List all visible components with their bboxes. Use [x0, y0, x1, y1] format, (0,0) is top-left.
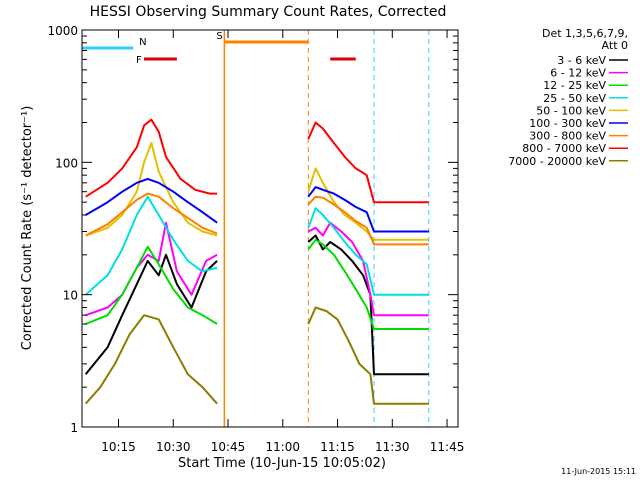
- y-tick-label: 1: [70, 421, 78, 435]
- series-line: [307, 207, 429, 296]
- legend-label: 6 - 12 keV: [550, 67, 606, 80]
- y-tick-label: 1000: [47, 24, 78, 38]
- x-axis-label: Start Time (10-Jun-15 10:05:02): [178, 456, 386, 471]
- legend-label: 800 - 7000 keV: [522, 142, 606, 155]
- legend-label: 7000 - 20000 keV: [508, 155, 606, 168]
- y-axis-label: Corrected Count Rate (s⁻¹ detector⁻¹): [20, 106, 35, 351]
- series-line: [307, 121, 429, 204]
- y-tick-label: 100: [55, 156, 78, 170]
- legend-label: 12 - 25 keV: [543, 79, 606, 92]
- plot-frame: [81, 29, 459, 428]
- chart-title: HESSI Observing Summary Count Rates, Cor…: [90, 4, 447, 20]
- series-line: [307, 234, 429, 376]
- series-line: [85, 177, 218, 224]
- legend-label: 100 - 300 keV: [529, 117, 606, 130]
- y-tick-label: 10: [63, 289, 78, 303]
- series-line: [307, 186, 429, 233]
- series-line: [85, 118, 218, 198]
- series-line: [307, 167, 429, 241]
- x-tick-label: 11:30: [375, 440, 410, 454]
- x-tick-label: 11:45: [430, 440, 465, 454]
- legend-label: 3 - 6 keV: [557, 54, 606, 67]
- series-line: [307, 195, 429, 246]
- legend-header-detectors: Det 1,3,5,6,7,9,: [542, 27, 628, 40]
- flag-label: F: [136, 55, 142, 66]
- series-line: [307, 238, 429, 330]
- series-line: [85, 245, 218, 325]
- series-line: [307, 306, 429, 405]
- legend-label: 50 - 100 keV: [536, 104, 606, 117]
- timestamp: 11-Jun-2015 15:11: [561, 467, 636, 476]
- series-line: [85, 195, 218, 296]
- series-line: [85, 192, 218, 237]
- legend-label: 300 - 800 keV: [529, 130, 606, 143]
- series-line: [307, 221, 429, 317]
- series-line: [84, 253, 218, 375]
- y-axis: 1 10 100 1000: [47, 24, 458, 435]
- series-line: [85, 221, 218, 317]
- x-tick-label: 11:00: [265, 440, 300, 454]
- x-tick-label: 10:45: [211, 440, 246, 454]
- flag-label: S: [216, 31, 222, 42]
- legend-label: 25 - 50 keV: [543, 92, 606, 105]
- x-tick-label: 10:15: [101, 440, 136, 454]
- x-axis: 10:15 10:30 10:45 11:00 11:15 11:30 11:45: [101, 30, 464, 454]
- plot-area: NF S: [81, 30, 430, 427]
- series-line: [84, 314, 218, 405]
- series-line: [85, 142, 218, 237]
- x-tick-label: 10:30: [156, 440, 191, 454]
- legend-header-attenuator: Att 0: [602, 39, 628, 52]
- flag-label: N: [139, 37, 146, 48]
- x-tick-label: 11:15: [320, 440, 355, 454]
